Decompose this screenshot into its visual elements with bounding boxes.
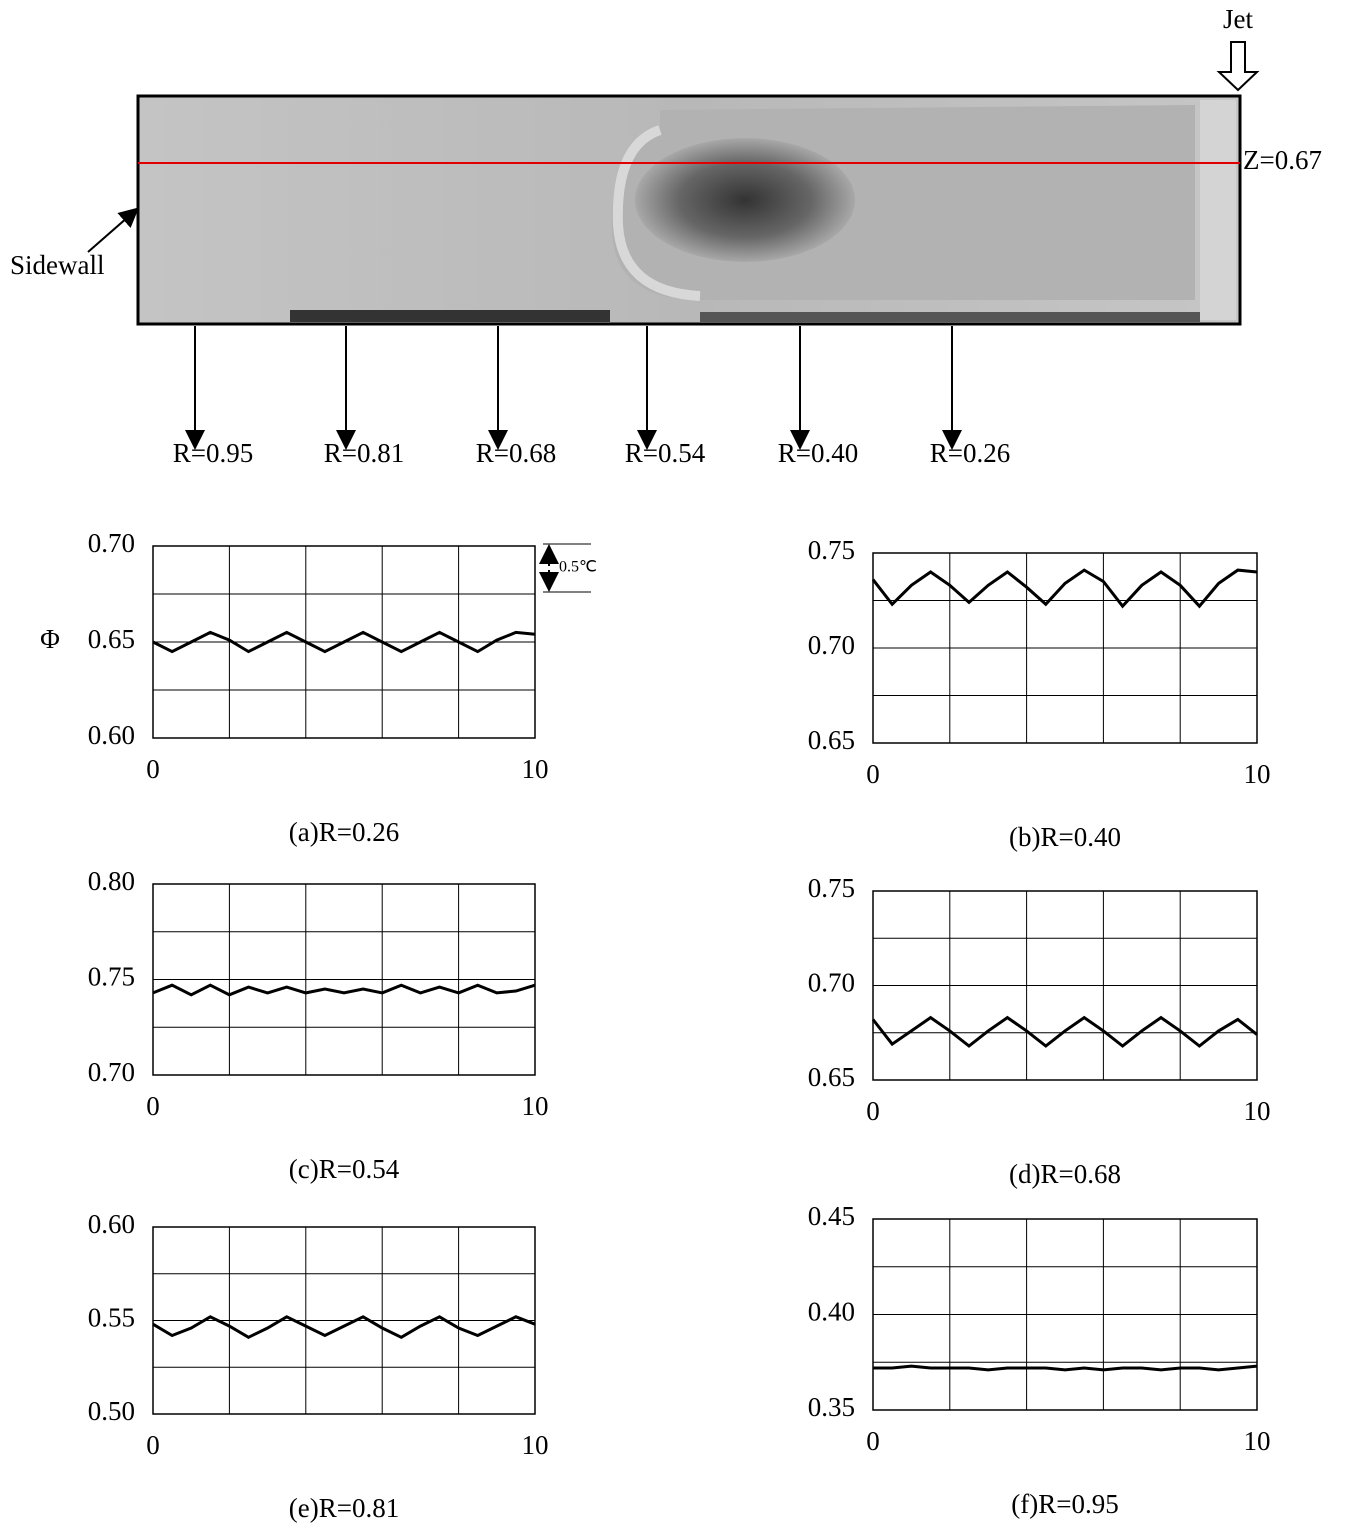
data-line [873,1364,1258,1372]
x-tick-label: 0 [146,754,160,784]
position-label: R=0.54 [625,438,706,468]
y-tick-label: 0.80 [88,866,135,896]
x-tick-label: 0 [146,1091,160,1121]
plot-frame [152,883,536,1076]
y-tick-label: 0.70 [88,1057,135,1087]
x-tick-label: 0 [866,1096,880,1126]
y-tick-label: 0.70 [808,630,855,660]
x-tick-label: 0 [866,1426,880,1456]
data-line [152,1315,536,1340]
data-line [152,983,536,997]
data-line [871,568,1258,609]
y-tick-label: 0.65 [808,725,855,755]
scale-label: 0.5℃ [559,559,597,576]
y-tick-label: 0.50 [88,1396,135,1426]
x-tick-label: 10 [1244,759,1271,789]
y-tick-label: 0.75 [808,873,855,903]
x-tick-label: 10 [522,1430,549,1460]
chart-caption: (a)R=0.26 [289,817,399,847]
plot-frame [152,1226,536,1415]
chart-caption: (f)R=0.95 [1011,1489,1118,1519]
x-tick-label: 0 [866,759,880,789]
x-tick-label: 10 [1244,1096,1271,1126]
x-tick-label: 10 [522,1091,549,1121]
y-tick-label: 0.55 [88,1303,135,1333]
position-label: R=0.68 [476,438,557,468]
plot-frame [872,890,1258,1081]
y-tick-label: 0.45 [808,1201,855,1231]
jet-label: Jet [1223,4,1253,34]
plot-frame [872,552,1258,744]
position-label: R=0.40 [778,438,859,468]
x-tick-label: 0 [146,1430,160,1460]
sidewall-label: Sidewall [10,250,105,280]
jet-arrow [1216,41,1260,92]
y-tick-label: 0.75 [88,962,135,992]
position-label: R=0.95 [173,438,254,468]
y-tick-label: 0.40 [808,1297,855,1327]
y-tick-label: 0.70 [88,528,135,558]
chart-caption: (b)R=0.40 [1009,822,1121,852]
y-tick-label: 0.60 [88,720,135,750]
z-label: Z=0.67 [1243,145,1322,175]
chart-caption: (d)R=0.68 [1009,1159,1121,1189]
y-tick-label: 0.35 [808,1392,855,1422]
x-tick-label: 10 [522,754,549,784]
y-tick-label: 0.75 [808,535,855,565]
y-tick-label: 0.70 [808,968,855,998]
chart-caption: (c)R=0.54 [289,1154,400,1184]
position-label: R=0.81 [324,438,405,468]
position-label: R=0.26 [930,438,1011,468]
photo [136,94,1242,326]
data-line [152,630,536,654]
x-tick-label: 10 [1244,1426,1271,1456]
y-tick-label: 0.65 [808,1062,855,1092]
y-axis-label: Φ [40,624,60,654]
y-tick-label: 0.60 [88,1209,135,1239]
y-tick-label: 0.65 [88,624,135,654]
plot-frame [872,1218,1258,1411]
sidewall-arrow [87,207,140,253]
plot-frame [152,545,536,739]
data-line [871,1015,1258,1048]
chart-caption: (e)R=0.81 [289,1493,399,1523]
